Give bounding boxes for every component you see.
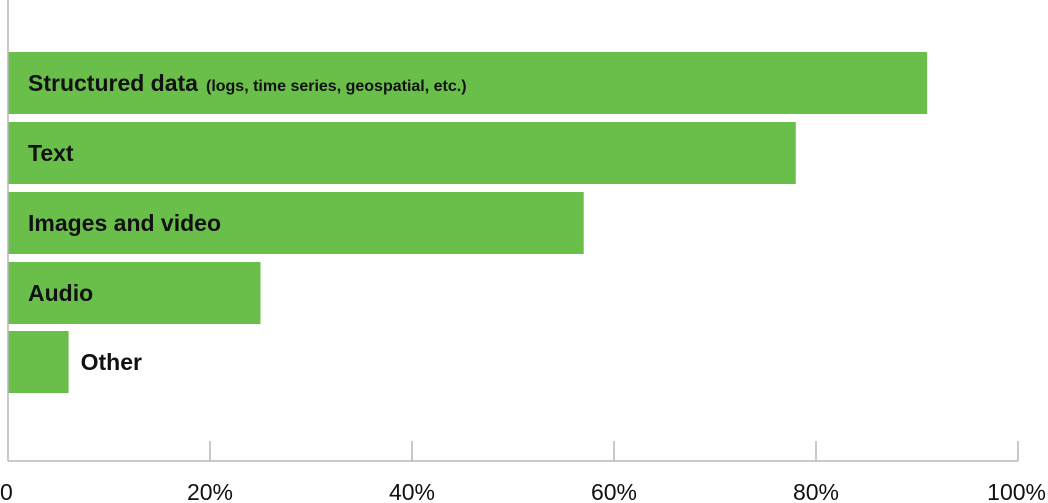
bar-label-note: (logs, time series, geospatial, etc.) — [206, 78, 467, 95]
bar-label-audio: Audio — [28, 280, 93, 306]
x-tick-label: 20% — [187, 479, 233, 503]
bar-label-text: Other — [81, 349, 142, 375]
bar-label-text: Text — [28, 140, 74, 166]
bar-label-images-and-video: Images and video — [28, 210, 221, 236]
x-ticks-group: 0 20% 40% 60% 80% 100% — [0, 441, 1046, 503]
bar-label-text: Audio — [28, 280, 93, 306]
bar-structured-data — [8, 52, 928, 114]
bar-label-text: Structured data — [28, 70, 198, 96]
bar-label-text: Text — [28, 140, 74, 166]
x-tick-label: 0 — [0, 479, 13, 503]
bar-other — [8, 331, 69, 393]
x-tick-label: 100% — [987, 479, 1046, 503]
x-tick-label: 60% — [591, 479, 637, 503]
bars-group — [8, 52, 928, 393]
bar-audio — [8, 262, 261, 324]
bar-images-and-video — [8, 192, 584, 254]
x-tick-label: 40% — [389, 479, 435, 503]
bar-label-text: Images and video — [28, 210, 221, 236]
bar-label-other: Other — [81, 349, 142, 375]
bar-text — [8, 122, 796, 184]
x-tick-label: 80% — [793, 479, 839, 503]
bar-labels-group: Structured data (logs, time series, geosp… — [28, 70, 467, 375]
bar-label-structured-data: Structured data (logs, time series, geosp… — [28, 70, 467, 96]
